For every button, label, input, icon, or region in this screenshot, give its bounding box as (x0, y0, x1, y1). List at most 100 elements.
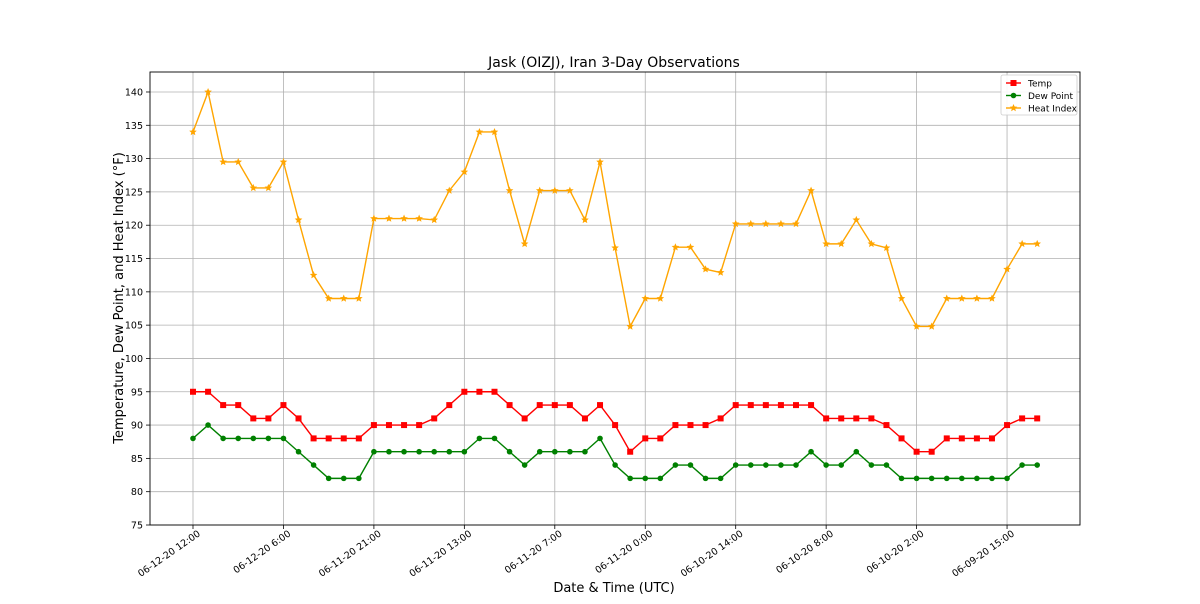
dew-point-point (582, 448, 588, 455)
heat-index-point (475, 127, 484, 136)
temp-point (898, 435, 905, 442)
dew-point-point (989, 475, 995, 482)
y-tick-label: 90 (131, 421, 143, 432)
temp-point (250, 415, 257, 422)
dew-point-point (657, 475, 664, 482)
heat-index-point (988, 294, 996, 302)
heat-index-point (626, 322, 634, 330)
dew-point-point (506, 448, 513, 455)
temp-point (536, 402, 543, 409)
heat-index-point (837, 239, 846, 248)
dew-point-point (476, 435, 483, 442)
y-tick-label: 110 (125, 287, 143, 298)
axes: 75 80 85 90 95 100 105 110 115 120 125 130 135 140 06-… (125, 71, 1081, 580)
heat-index-point (762, 219, 770, 228)
dew-point-point (552, 448, 558, 455)
dew-point-point (853, 448, 860, 455)
dew-point-point (280, 435, 287, 442)
dew-point-point (687, 462, 694, 468)
dew-point-point (838, 462, 845, 468)
y-tick-label: 95 (131, 387, 143, 398)
legend-label-dew-point: Dew Point (1028, 92, 1074, 102)
x-tick-label: 06-11-20 13:00 (408, 528, 475, 579)
dew-point-point (913, 475, 920, 482)
x-tick-label: 06-11-20 21:00 (317, 528, 384, 579)
temp-point (642, 435, 649, 442)
dew-point-point (205, 422, 211, 428)
heat-index-point (641, 294, 650, 302)
dew-point-point (295, 448, 302, 455)
heat-index-point (852, 215, 861, 224)
y-tick-label: 80 (131, 487, 143, 498)
dew-point-point (521, 462, 528, 468)
heat-index-point (430, 215, 438, 224)
heat-index-point (1033, 239, 1041, 248)
temp-point (401, 422, 408, 429)
temp-point (1019, 415, 1026, 422)
dew-point-point (702, 475, 709, 482)
heat-index-point (746, 219, 755, 228)
plot-frame (149, 71, 1081, 526)
heat-index-point (264, 183, 273, 192)
y-tick-label: 125 (125, 187, 143, 198)
y-tick-label: 115 (125, 254, 143, 265)
dew-point-point (717, 475, 724, 482)
temp-point (612, 422, 619, 429)
temp-point (657, 435, 664, 442)
temp-point (1034, 415, 1041, 422)
x-tick-label: 06-10-20 14:00 (679, 528, 746, 579)
heat-index-point (882, 243, 891, 252)
heat-index-point (520, 239, 529, 248)
y-tick-label: 135 (125, 121, 143, 132)
temp-point (747, 402, 754, 409)
dew-point-point (959, 475, 965, 482)
y-tick-label: 75 (131, 521, 143, 532)
heat-index-point (912, 322, 921, 330)
heat-index-point (958, 294, 966, 302)
temp-point (793, 402, 799, 409)
heat-index-point (219, 157, 227, 166)
dew-point-point (310, 462, 317, 468)
heat-index-point (566, 186, 574, 194)
temp-point (521, 415, 528, 422)
y-tick-label: 130 (125, 154, 143, 165)
heat-index-point (460, 167, 469, 176)
y-tick-label: 85 (131, 454, 143, 465)
dew-point-point (250, 435, 257, 442)
heat-index-point (355, 294, 363, 302)
dew-point-point (898, 475, 905, 482)
dew-point-point (883, 462, 890, 468)
dew-point-point (928, 475, 935, 482)
heat-index-point (822, 239, 830, 248)
heat-index-point (279, 157, 288, 166)
temp-point (627, 448, 634, 455)
temp-point (808, 402, 815, 409)
temp-point (205, 388, 212, 395)
heat-index-point (777, 219, 785, 228)
dew-point-point (491, 435, 498, 442)
dew-point-point (642, 475, 649, 482)
heat-index-point (942, 294, 951, 302)
x-tick-label: 06-10-20 8:00 (774, 528, 836, 576)
series-layer (189, 87, 1041, 482)
dew-point-point (597, 435, 603, 442)
temp-point (687, 422, 694, 429)
dew-point-point (401, 448, 407, 455)
heat-index-point (807, 186, 815, 194)
dew-point-point (461, 448, 468, 455)
temp-point (853, 415, 860, 422)
temp-point (823, 415, 830, 422)
dew-point-point (386, 448, 392, 455)
temp-point (355, 435, 362, 442)
dew-point-point (672, 462, 679, 468)
temp-point (883, 422, 890, 429)
y-tick-label: 100 (125, 354, 143, 365)
temp-point (928, 448, 935, 455)
y-tick-label: 120 (125, 221, 143, 232)
temp-point (958, 435, 965, 442)
heat-index-point (581, 215, 589, 224)
heat-index-point (249, 183, 258, 192)
heat-index-point (716, 268, 725, 276)
temp-point (295, 415, 302, 422)
y-axis-label: Temperature, Dew Point, and Heat Index (… (112, 152, 127, 445)
